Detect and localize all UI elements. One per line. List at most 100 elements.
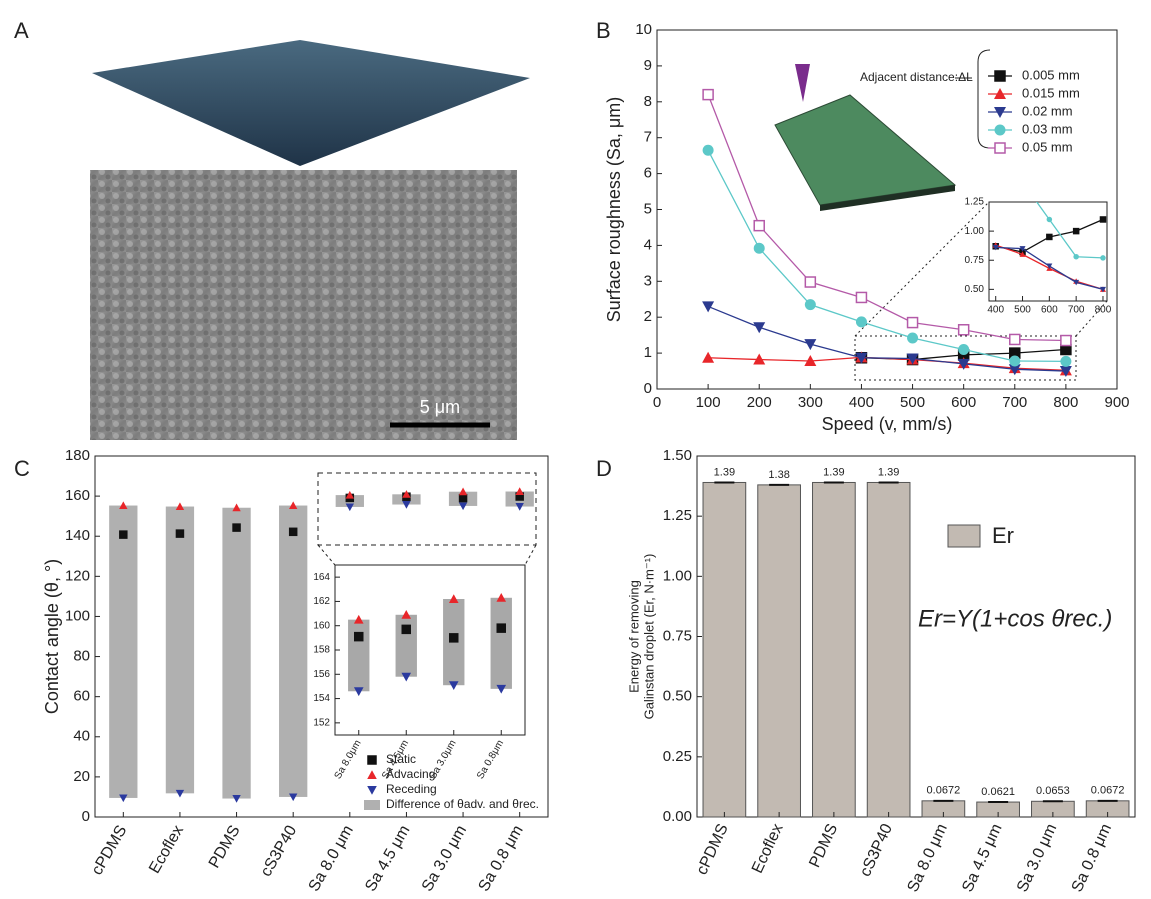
value-label: 1.38 bbox=[768, 469, 789, 481]
x-tick-label: 500 bbox=[1014, 305, 1031, 316]
y-tick-label: 10 bbox=[635, 21, 652, 38]
x-tick-label: Sa 3.0 μm bbox=[1014, 821, 1060, 895]
panel-label: C bbox=[14, 456, 30, 481]
y-axis-label: Energy of removing bbox=[626, 580, 641, 693]
x-axis-label: Speed (v, mm/s) bbox=[822, 414, 953, 434]
value-label: 1.39 bbox=[714, 466, 735, 478]
marker bbox=[1047, 217, 1053, 223]
value-label: 1.39 bbox=[823, 466, 844, 478]
y-tick-label: 2 bbox=[644, 308, 652, 325]
y-tick-label: 1 bbox=[644, 344, 652, 361]
marker bbox=[1100, 255, 1106, 261]
x-tick-label: cPDMS bbox=[89, 823, 131, 878]
marker bbox=[402, 625, 410, 633]
marker bbox=[959, 325, 969, 335]
marker bbox=[703, 90, 713, 100]
legend-label: 0.015 mm bbox=[1022, 85, 1080, 100]
marker bbox=[1074, 229, 1079, 234]
laser-tip bbox=[795, 64, 810, 102]
y-tick-label: 160 bbox=[65, 487, 90, 504]
x-tick-label: Sa 3.0μm bbox=[428, 738, 459, 781]
y-tick-label: 1.00 bbox=[663, 567, 692, 584]
marker bbox=[753, 322, 765, 333]
y-tick-label: 0.25 bbox=[663, 748, 692, 765]
x-tick-label: cS3P40 bbox=[857, 821, 896, 879]
legend-label: Er bbox=[992, 523, 1014, 548]
y-tick-label: 0.50 bbox=[663, 688, 692, 705]
x-tick-label: Sa 8.0 μm bbox=[306, 823, 357, 895]
y-tick-label: 120 bbox=[65, 567, 90, 584]
surface-map bbox=[92, 40, 530, 166]
range-bar bbox=[109, 506, 137, 798]
y-tick-label: 8 bbox=[644, 93, 652, 110]
marker bbox=[1047, 234, 1052, 239]
marker bbox=[367, 770, 377, 779]
marker bbox=[1073, 254, 1079, 260]
marker bbox=[289, 501, 297, 509]
x-tick-label: 900 bbox=[1104, 394, 1129, 411]
y-tick-label: 80 bbox=[73, 648, 90, 665]
marker bbox=[515, 503, 523, 511]
legend-label: 0.005 mm bbox=[1022, 67, 1080, 82]
marker bbox=[119, 501, 127, 509]
y-tick-label: 162 bbox=[313, 596, 330, 607]
x-tick-label: Sa 0.8 μm bbox=[475, 823, 526, 895]
x-tick-label: Sa 0.8μm bbox=[475, 738, 506, 781]
legend-label: 0.03 mm bbox=[1022, 121, 1073, 136]
x-tick-label: PDMS bbox=[206, 823, 244, 872]
bar bbox=[867, 482, 910, 817]
scale-bar-label: 5 μm bbox=[420, 397, 460, 417]
range-bar bbox=[166, 507, 194, 794]
marker bbox=[1020, 179, 1026, 185]
value-label: 0.0672 bbox=[1091, 785, 1125, 797]
x-tick-label: 200 bbox=[747, 394, 772, 411]
marker bbox=[1009, 355, 1020, 366]
range-bar bbox=[348, 620, 369, 692]
x-tick-label: Sa 4.5 μm bbox=[959, 821, 1005, 895]
zoom-line bbox=[855, 202, 989, 336]
y-tick-label: 0 bbox=[82, 808, 90, 825]
y-tick-label: 4 bbox=[644, 236, 652, 253]
y-tick-label: 0.75 bbox=[965, 255, 985, 266]
bar bbox=[758, 485, 801, 817]
zoom-line bbox=[318, 545, 335, 565]
marker bbox=[176, 530, 183, 537]
y-tick-label: 60 bbox=[73, 688, 90, 705]
marker bbox=[805, 277, 815, 287]
x-tick-label: 700 bbox=[1002, 394, 1027, 411]
bar bbox=[813, 482, 856, 817]
marker bbox=[120, 531, 127, 538]
marker bbox=[995, 125, 1006, 136]
x-tick-label: 700 bbox=[1068, 305, 1085, 316]
marker bbox=[754, 221, 764, 231]
legend-label: 0.05 mm bbox=[1022, 139, 1073, 154]
value-label: 0.0672 bbox=[927, 785, 961, 797]
marker bbox=[289, 793, 297, 801]
marker bbox=[355, 633, 363, 641]
marker bbox=[1060, 356, 1071, 367]
marker bbox=[176, 790, 184, 798]
legend-bracket bbox=[978, 50, 990, 148]
y-tick-label: 164 bbox=[313, 572, 330, 583]
marker bbox=[450, 634, 458, 642]
marker bbox=[290, 528, 297, 535]
marker bbox=[702, 301, 714, 312]
bar bbox=[703, 482, 746, 817]
x-tick-label: 800 bbox=[1095, 305, 1112, 316]
x-tick-label: 800 bbox=[1053, 394, 1078, 411]
y-tick-label: 1.25 bbox=[965, 197, 985, 208]
y-axis-label: Galinstan droplet (Er, N·m⁻¹) bbox=[641, 554, 656, 720]
marker bbox=[460, 495, 467, 502]
marker bbox=[402, 501, 410, 509]
marker bbox=[958, 344, 969, 355]
marker bbox=[908, 318, 918, 328]
y-tick-label: 140 bbox=[65, 527, 90, 544]
x-tick-label: 600 bbox=[951, 394, 976, 411]
marker bbox=[176, 502, 184, 510]
range-bar bbox=[279, 506, 307, 797]
legend-swatch bbox=[948, 525, 980, 547]
marker bbox=[232, 795, 240, 803]
x-tick-label: cPDMS bbox=[693, 821, 731, 877]
x-tick-label: Sa 3.0 μm bbox=[419, 823, 470, 895]
marker bbox=[1061, 336, 1071, 346]
